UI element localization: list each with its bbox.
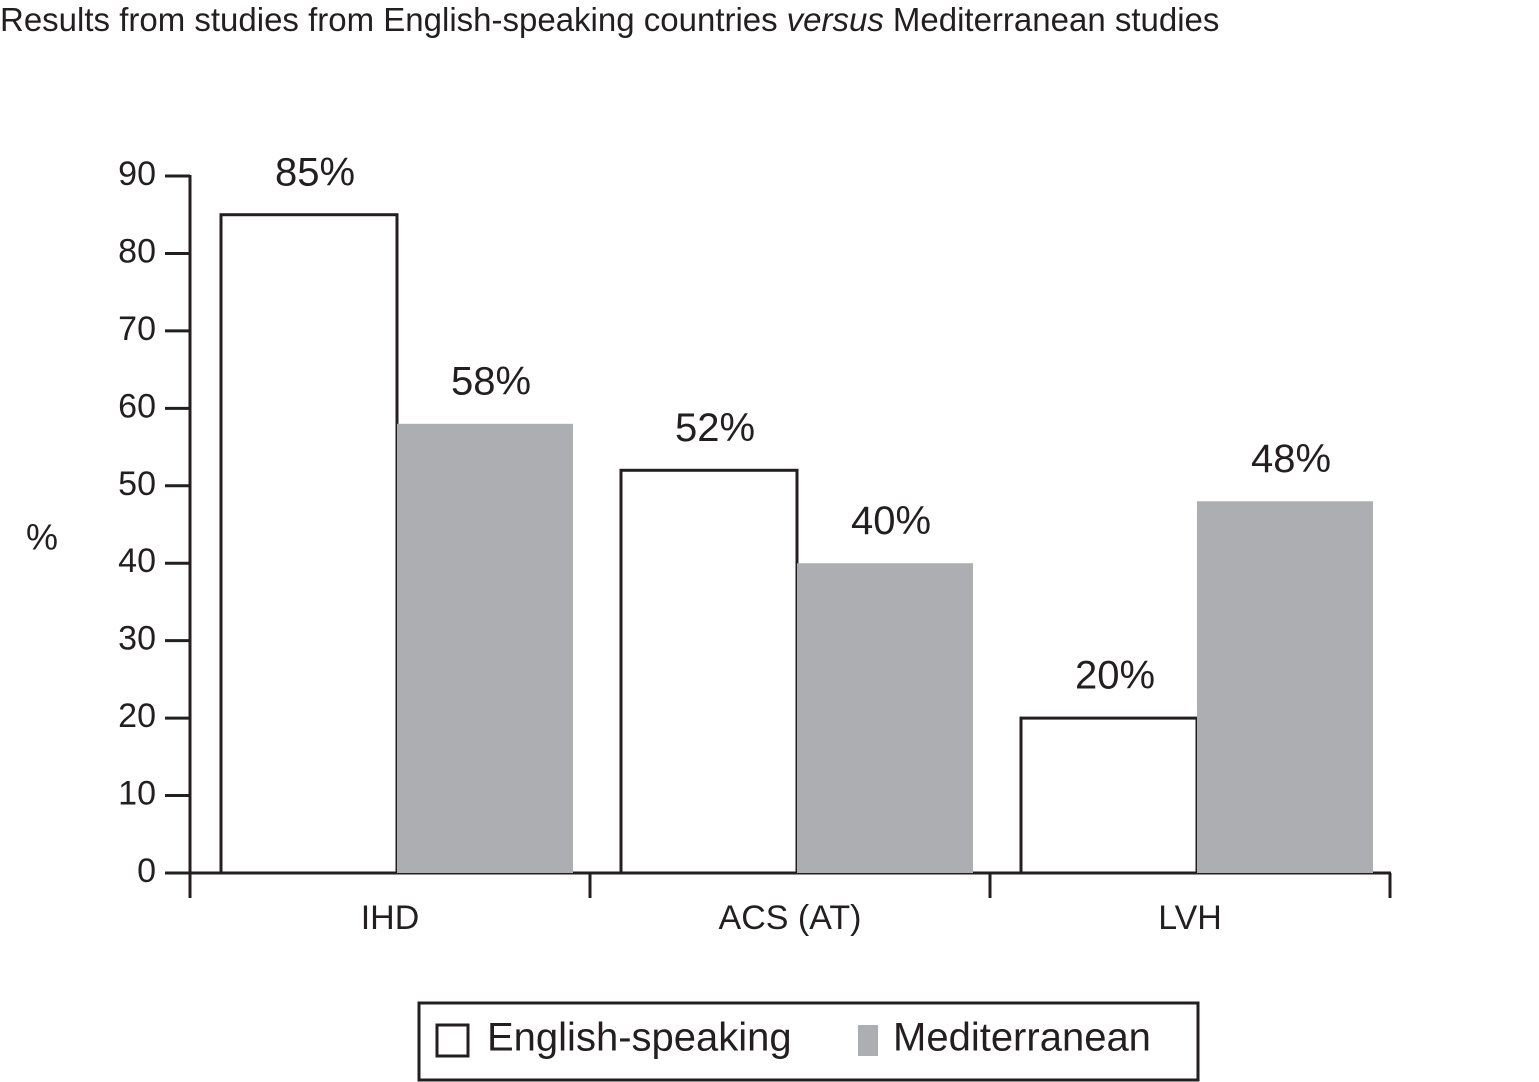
y-tick-label: 70	[118, 310, 156, 348]
x-tick-label: IHD	[361, 899, 420, 937]
bar	[619, 468, 799, 875]
y-tick-label: 60	[118, 387, 156, 425]
title-part: Results from studies from English-speaki…	[0, 1, 778, 38]
data-label: 20%	[1075, 654, 1155, 698]
bar	[219, 213, 399, 875]
data-label: 58%	[451, 359, 531, 403]
x-tick-label: ACS (AT)	[719, 899, 862, 937]
title-part: versus	[787, 1, 884, 38]
y-tick-label: 80	[118, 232, 156, 270]
legend	[417, 1001, 1200, 1082]
bar	[797, 563, 973, 873]
y-tick-label: 20	[118, 697, 156, 735]
y-axis-label: %	[26, 517, 58, 558]
data-label: 85%	[275, 150, 355, 194]
legend-swatch	[858, 1025, 878, 1056]
bar	[397, 423, 573, 873]
legend-label: Mediterranean	[893, 1016, 1151, 1060]
y-tick-label: 10	[118, 775, 156, 813]
x-tick-label: LVH	[1158, 899, 1222, 937]
legend-swatch	[435, 1023, 470, 1058]
y-tick-label: 50	[118, 465, 156, 503]
data-label: 52%	[675, 406, 755, 450]
title-part: Mediterranean studies	[893, 1, 1220, 38]
chart-title: Results from studies from English-speaki…	[0, 1, 1219, 38]
y-tick-label: 90	[118, 155, 156, 193]
legend-label: English-speaking	[487, 1016, 792, 1060]
bar	[1019, 716, 1199, 875]
bar	[1197, 501, 1373, 873]
y-tick-label: 30	[118, 620, 156, 658]
y-tick-label: 0	[137, 852, 156, 890]
data-label: 48%	[1251, 437, 1331, 481]
data-label: 40%	[851, 499, 931, 543]
y-tick-label: 40	[118, 542, 156, 580]
